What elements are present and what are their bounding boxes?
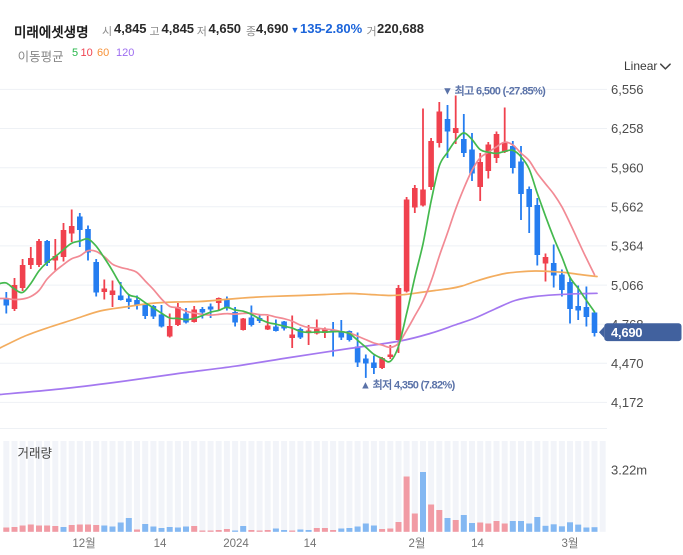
svg-text:5,662: 5,662 xyxy=(611,200,644,215)
svg-text:Linear: Linear xyxy=(624,59,657,73)
svg-text:5,364: 5,364 xyxy=(611,239,644,254)
svg-text:14: 14 xyxy=(471,538,484,550)
svg-text:거래량: 거래량 xyxy=(18,447,53,461)
svg-text:12월: 12월 xyxy=(72,537,95,550)
svg-text:14: 14 xyxy=(154,538,167,550)
svg-text:4,470: 4,470 xyxy=(611,356,644,371)
svg-text:2월: 2월 xyxy=(409,537,426,550)
svg-text:▼ 최고 6,500 (-27.85%): ▼ 최고 6,500 (-27.85%) xyxy=(442,84,546,98)
svg-text:2024: 2024 xyxy=(223,538,249,550)
svg-text:6,556: 6,556 xyxy=(611,82,644,97)
svg-text:4,690: 4,690 xyxy=(611,325,642,340)
svg-text:5,066: 5,066 xyxy=(611,278,644,293)
svg-text:14: 14 xyxy=(304,538,317,550)
svg-text:4,172: 4,172 xyxy=(611,395,644,410)
svg-text:3월: 3월 xyxy=(562,537,579,550)
svg-text:6,258: 6,258 xyxy=(611,121,644,136)
svg-text:5,960: 5,960 xyxy=(611,160,644,175)
svg-text:3.22m: 3.22m xyxy=(611,463,647,478)
svg-text:▲ 최저 4,350 (7.82%): ▲ 최저 4,350 (7.82%) xyxy=(360,378,456,392)
